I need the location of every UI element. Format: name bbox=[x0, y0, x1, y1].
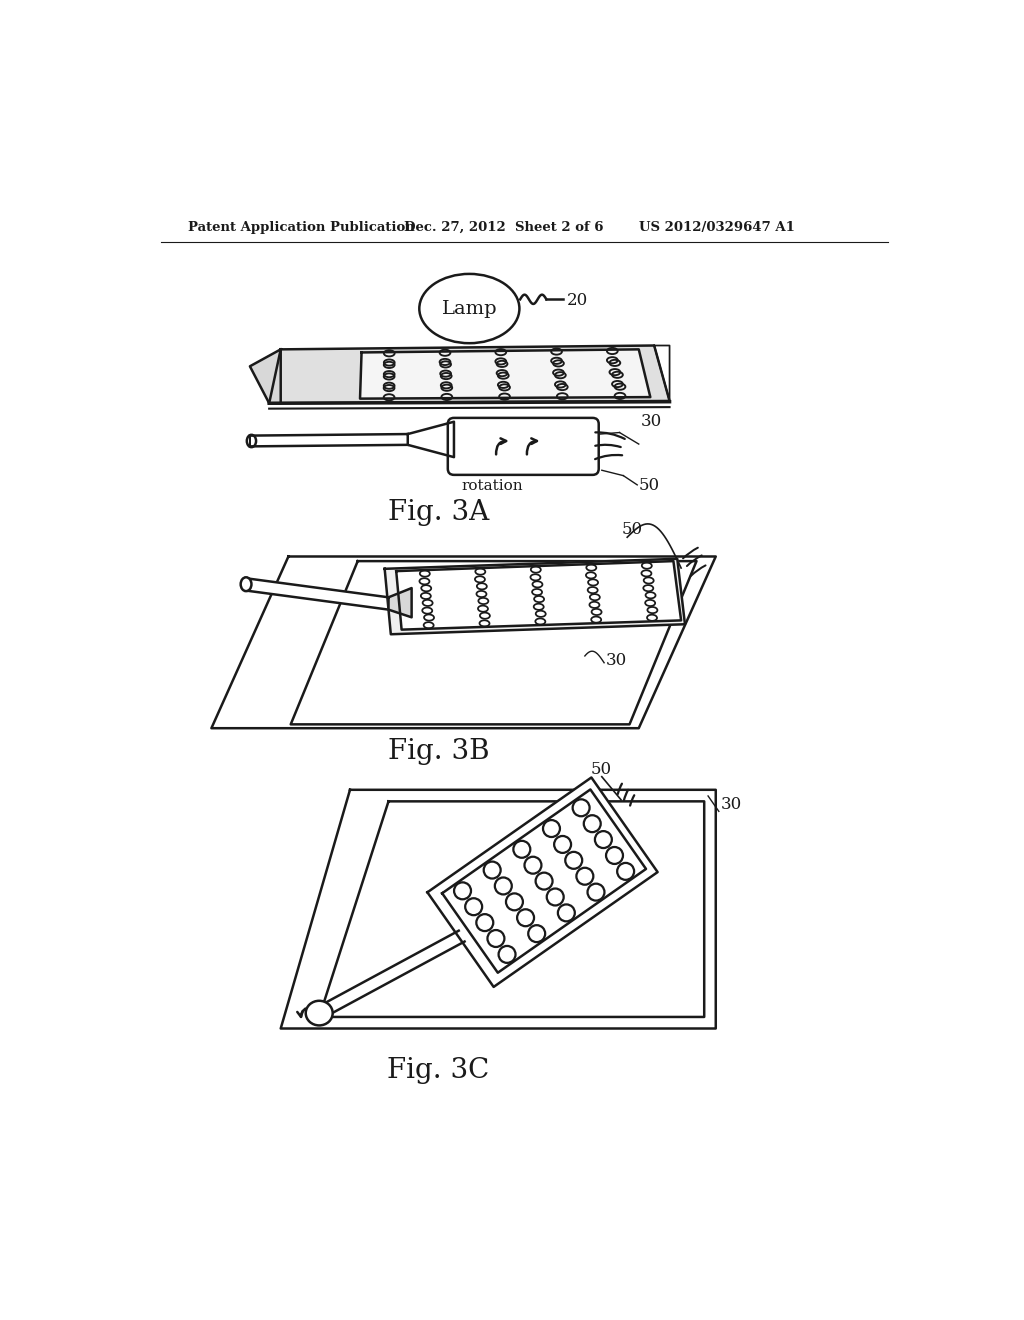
Text: Lamp: Lamp bbox=[441, 300, 498, 318]
Text: 50: 50 bbox=[622, 521, 643, 539]
FancyBboxPatch shape bbox=[447, 418, 599, 475]
Polygon shape bbox=[269, 346, 670, 404]
Text: 50: 50 bbox=[639, 477, 659, 494]
Ellipse shape bbox=[247, 434, 256, 447]
Polygon shape bbox=[408, 422, 454, 457]
Text: Fig. 3C: Fig. 3C bbox=[387, 1057, 489, 1084]
Text: Fig. 3B: Fig. 3B bbox=[388, 738, 489, 764]
Text: 20: 20 bbox=[567, 292, 589, 309]
Text: Patent Application Publication: Patent Application Publication bbox=[188, 222, 415, 234]
Ellipse shape bbox=[306, 1001, 333, 1026]
Text: US 2012/0329647 A1: US 2012/0329647 A1 bbox=[639, 222, 795, 234]
Ellipse shape bbox=[419, 275, 519, 343]
Polygon shape bbox=[211, 557, 716, 729]
Text: 30: 30 bbox=[605, 652, 627, 669]
Polygon shape bbox=[245, 578, 388, 610]
Text: rotation: rotation bbox=[462, 479, 523, 492]
Polygon shape bbox=[396, 561, 681, 630]
Text: Dec. 27, 2012  Sheet 2 of 6: Dec. 27, 2012 Sheet 2 of 6 bbox=[403, 222, 603, 234]
Polygon shape bbox=[388, 589, 412, 618]
Polygon shape bbox=[360, 350, 650, 399]
Polygon shape bbox=[442, 789, 646, 973]
Ellipse shape bbox=[241, 577, 252, 591]
Text: 30: 30 bbox=[720, 796, 741, 813]
Polygon shape bbox=[281, 789, 716, 1028]
Text: 30: 30 bbox=[640, 413, 662, 430]
Text: 50: 50 bbox=[591, 762, 612, 779]
Polygon shape bbox=[427, 777, 657, 987]
Text: Fig. 3A: Fig. 3A bbox=[388, 499, 489, 527]
Polygon shape bbox=[385, 558, 685, 635]
Polygon shape bbox=[250, 350, 281, 404]
